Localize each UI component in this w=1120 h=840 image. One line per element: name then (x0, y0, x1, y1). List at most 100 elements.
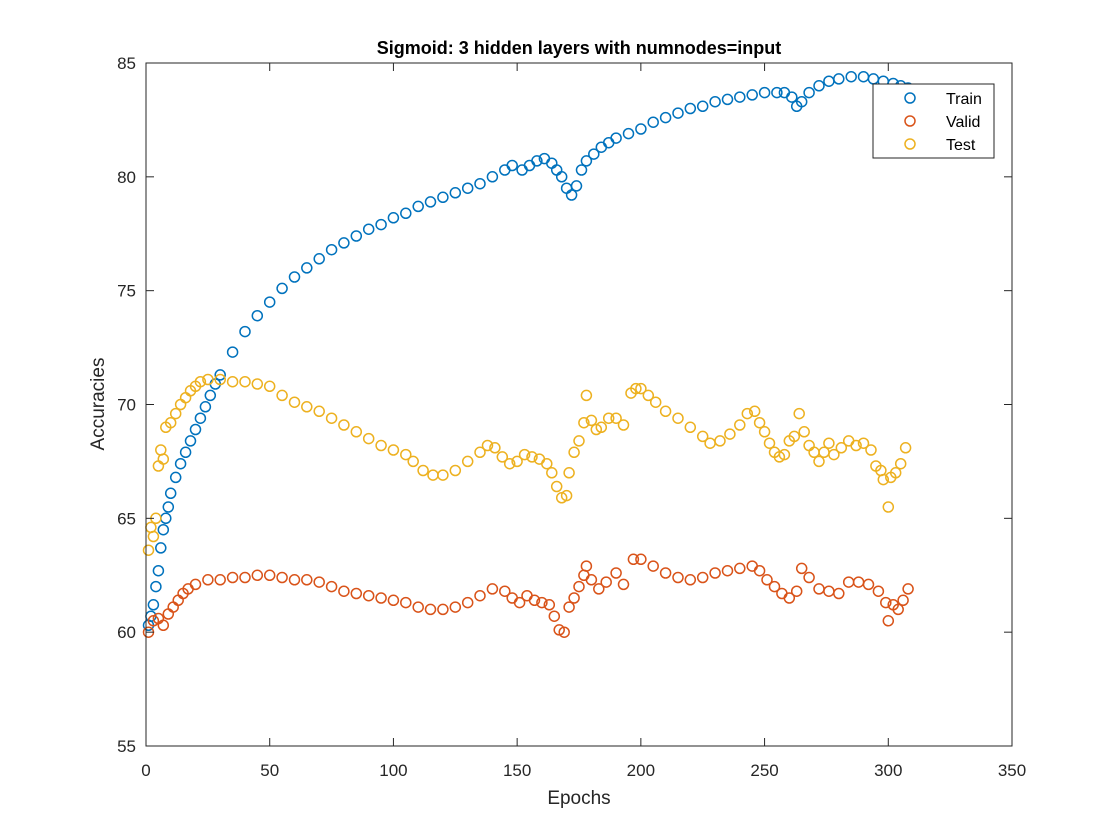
data-point-valid (162, 608, 175, 620)
data-point-valid (189, 578, 202, 591)
data-point-valid (167, 601, 179, 613)
data-point-test (704, 437, 716, 449)
series-train (142, 70, 914, 632)
data-point-valid (672, 571, 684, 584)
data-point-valid (761, 574, 773, 586)
data-point-test (301, 401, 313, 413)
data-point-test (659, 405, 672, 418)
data-point-train (301, 262, 313, 274)
data-point-train (338, 237, 350, 249)
data-point-test (798, 426, 810, 438)
data-point-train (204, 389, 217, 402)
data-point-train (622, 127, 635, 140)
data-point-train (486, 171, 499, 183)
data-point-test (400, 448, 412, 461)
data-point-train (672, 107, 684, 119)
data-point-train (152, 564, 165, 577)
data-point-test (526, 451, 538, 463)
data-point-train (189, 423, 202, 436)
data-point-train (164, 487, 177, 500)
data-point-train (550, 164, 563, 176)
data-point-test (496, 451, 509, 463)
x-tick-label: 50 (260, 761, 279, 780)
data-point-test (375, 439, 387, 452)
data-point-train (721, 93, 734, 106)
data-point-valid (578, 569, 590, 582)
data-point-valid (580, 560, 593, 572)
data-point-valid (627, 553, 640, 566)
data-point-train (184, 435, 197, 447)
data-point-test (793, 407, 805, 420)
data-point-test (546, 467, 558, 479)
legend-label: Train (946, 91, 982, 108)
data-point-train (375, 218, 387, 231)
data-point-test (338, 419, 350, 431)
series-valid (142, 553, 914, 638)
data-point-valid (568, 592, 580, 604)
data-point-test (251, 378, 264, 390)
data-point-train (778, 86, 791, 99)
legend-marker (904, 92, 916, 104)
data-point-valid (558, 626, 570, 638)
y-tick-label: 85 (117, 54, 136, 73)
data-point-test (214, 373, 226, 386)
data-point-train (174, 457, 187, 470)
data-point-test (578, 416, 590, 429)
data-point-train (516, 164, 528, 176)
data-point-test (823, 437, 835, 449)
data-point-test (541, 457, 553, 470)
data-point-train (239, 325, 251, 338)
data-point-train (635, 123, 647, 135)
data-point-test (427, 469, 439, 481)
data-point-test (157, 453, 170, 465)
data-point-train (424, 196, 437, 208)
x-axis-label: Epochs (547, 788, 610, 809)
data-point-test (563, 467, 575, 479)
data-point-valid (263, 569, 276, 582)
data-point-test (437, 469, 449, 481)
data-point-train (226, 346, 239, 358)
data-point-train (276, 282, 288, 295)
data-point-valid (790, 585, 803, 597)
legend-label: Test (946, 137, 976, 154)
data-point-valid (251, 569, 264, 582)
data-point-train (786, 91, 798, 103)
data-point-test (263, 380, 276, 393)
data-point-test (649, 396, 662, 408)
data-point-train (823, 75, 835, 87)
data-point-test (813, 455, 825, 468)
data-point-valid (172, 594, 184, 607)
data-point-valid (226, 571, 239, 584)
data-point-test (288, 396, 301, 408)
data-point-test (803, 439, 815, 452)
data-point-valid (862, 578, 875, 591)
data-point-valid (400, 596, 412, 609)
data-point-train (867, 73, 880, 85)
data-point-test (325, 412, 338, 424)
data-point-train (194, 412, 207, 424)
data-point-train (474, 177, 486, 190)
data-point-valid (301, 574, 313, 586)
data-point-valid (585, 574, 598, 586)
data-point-train (771, 86, 783, 99)
data-point-train (251, 309, 264, 322)
data-point-train (449, 187, 462, 199)
data-point-test (560, 489, 573, 502)
data-point-train (588, 148, 600, 160)
data-point-test (672, 412, 684, 424)
data-point-test (788, 430, 801, 443)
data-point-train (147, 599, 160, 611)
data-point-train (461, 182, 474, 194)
data-point-valid (753, 564, 766, 577)
y-axis: 55 60 65 70 75 80 85 (117, 54, 1012, 756)
data-point-valid (528, 594, 541, 607)
data-point-train (387, 212, 400, 224)
data-point-train (795, 95, 808, 108)
data-point-valid (563, 601, 575, 613)
data-point-train (684, 102, 697, 115)
data-point-test (503, 457, 516, 470)
data-point-test (518, 448, 531, 461)
legend: Train Valid Test (872, 83, 995, 159)
x-tick-label: 200 (627, 761, 655, 780)
